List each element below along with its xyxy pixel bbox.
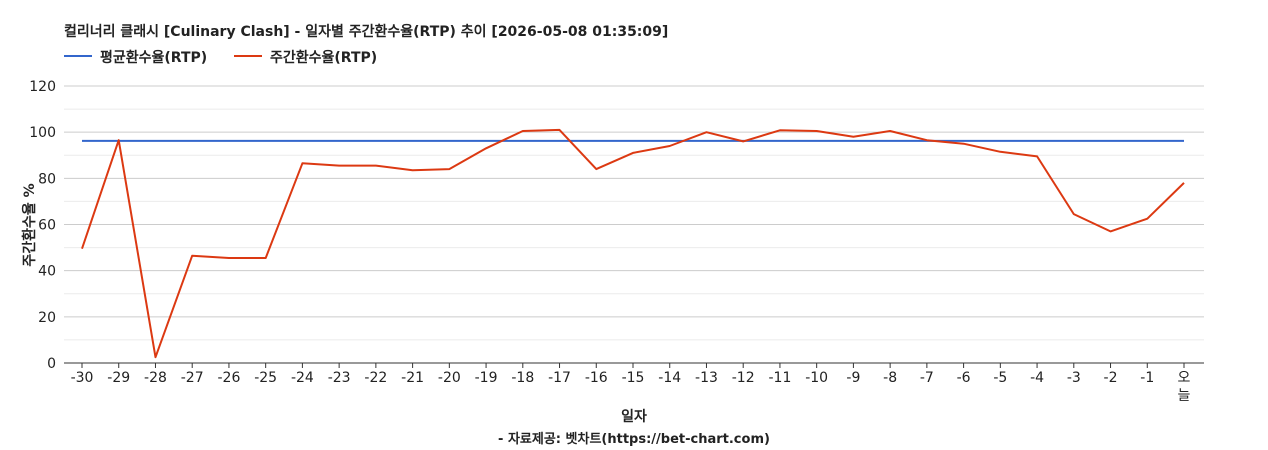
x-tick-label: -13 [695,370,718,386]
x-tick-label: -25 [254,370,277,386]
x-tick-label: -5 [993,370,1007,386]
x-tick-label: -4 [1030,370,1044,386]
x-tick-label: -30 [71,370,94,386]
x-tick-label: -19 [475,370,498,386]
series-line-weekly-rtp [81,128,1185,359]
y-tick-label: 80 [38,171,56,187]
x-tick-label: -21 [401,370,424,386]
source-note: - 자료제공: 벳차트(https://bet-chart.com) [498,432,770,447]
x-tick-label: -7 [920,370,934,386]
x-tick-label: -3 [1067,370,1081,386]
legend-swatch-average [64,55,92,57]
x-tick-label: -27 [181,370,204,386]
x-tick-label: -10 [805,370,828,386]
x-tick-label: -29 [107,370,130,386]
x-tick-label: -9 [846,370,860,386]
legend-item-weekly-rtp[interactable]: 주간환수율(RTP) [234,47,377,67]
y-tick-label: 120 [29,79,56,95]
x-tick-label: -24 [291,370,314,386]
x-tick-labels: -30 -29 -28 -27 -26 -25 -24 -23 -22 -21 -20 -19 -18-… [71,363,1191,404]
series-layer [81,128,1185,359]
x-tick-label: -18 [511,370,534,386]
y-tick-label: 0 [47,356,56,372]
x-tick-label: -28 [144,370,167,386]
legend-label-weekly: 주간환수율(RTP) [270,50,378,66]
x-tick-label: -23 [328,370,351,386]
x-tick-label: -11 [768,370,791,386]
y-axis-label: 주간환수율 % [22,183,38,267]
x-tick-label: -12 [732,370,755,386]
y-tick-label: 60 [38,218,56,234]
x-tick-label: -1 [1140,370,1154,386]
x-tick-label: -20 [438,370,461,386]
x-tick-label: -2 [1104,370,1118,386]
legend-item-average-rtp[interactable]: 평균환수율(RTP) [64,47,207,67]
y-tick-label: 40 [38,264,56,280]
chart-title: 컬리너리 클래시 [Culinary Clash] - 일자별 주간환수율(RT… [64,24,669,40]
x-tick-label: -15 [622,370,645,386]
x-tick-label: -8 [883,370,897,386]
y-tick-label: 20 [38,310,56,326]
x-tick-label: -14 [658,370,681,386]
x-tick-label: -17 [548,370,571,386]
legend-swatch-weekly [234,55,262,57]
x-tick-label: -16 [585,370,608,386]
legend-label-average: 평균환수율(RTP) [100,50,208,66]
x-tick-label: -22 [364,370,387,386]
x-tick-label: -6 [957,370,971,386]
x-axis-label: 일자 [621,409,647,425]
grid-layer [64,85,1204,341]
y-tick-labels: 0 20 40 60 80 100 120 [29,79,56,372]
y-tick-label: 100 [29,125,56,141]
x-tick-label: -26 [217,370,240,386]
